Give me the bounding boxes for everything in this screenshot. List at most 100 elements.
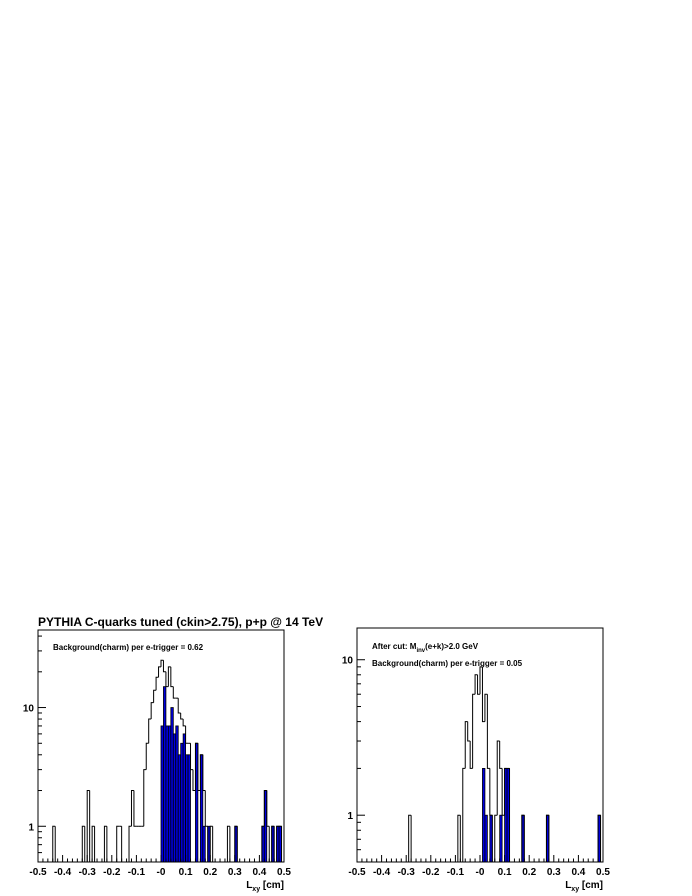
figure-title: PYTHIA C-quarks tuned (ckin>2.75), p+p @… xyxy=(38,615,323,629)
y-tick-label: 10 xyxy=(23,704,35,715)
x-tick-label: -0.2 xyxy=(103,867,121,878)
outline-bin xyxy=(177,698,181,714)
outline-bin xyxy=(204,790,208,827)
outline-bin xyxy=(52,825,56,862)
outline-bin xyxy=(484,693,488,722)
outline-bin xyxy=(209,825,213,862)
x-tick-label: 0.3 xyxy=(228,867,242,878)
outline-bin xyxy=(143,769,147,827)
x-tick-label: -0 xyxy=(476,867,485,878)
x-tick-label: -0 xyxy=(157,867,166,878)
cut-annotation-pre: After cut: M xyxy=(372,642,417,651)
outline-bin xyxy=(153,689,157,703)
outline-bin xyxy=(469,741,473,769)
x-axis-label: Lxy [cm] xyxy=(246,880,284,893)
outline-bin xyxy=(86,790,90,862)
x-tick-label: 0.5 xyxy=(596,867,610,878)
outline-bin xyxy=(486,694,490,769)
outline-bin xyxy=(266,790,270,827)
x-tick-label: 0.2 xyxy=(203,867,217,878)
y-tick-label: 1 xyxy=(28,822,34,833)
x-tick-label: 0.1 xyxy=(498,867,512,878)
outline-bin xyxy=(180,712,184,720)
outline-bin xyxy=(226,825,230,862)
outline-bin xyxy=(496,740,500,816)
charm-bar xyxy=(202,825,206,863)
outline-bin xyxy=(464,721,468,769)
cut-annotation-sub: inv xyxy=(416,648,425,654)
x-tick-label: 0.3 xyxy=(547,867,561,878)
outline-bin xyxy=(472,693,476,769)
x-axis-label-unit: [cm] xyxy=(579,880,603,891)
cut-annotation-post: (e+k)>2.0 GeV xyxy=(425,642,479,651)
x-tick-label: 0.1 xyxy=(179,867,193,878)
outline-bin xyxy=(128,825,132,862)
outline-bin xyxy=(190,743,193,771)
outline-bin xyxy=(192,769,196,792)
outline-bin xyxy=(103,825,107,862)
outline-bin xyxy=(160,659,164,667)
x-axis-label-sub: xy xyxy=(252,886,260,893)
x-axis-label-main: L xyxy=(565,880,571,891)
outline-bin xyxy=(479,666,483,695)
outline-bin xyxy=(276,825,280,862)
outline-bin xyxy=(150,702,154,720)
outline-bin xyxy=(91,825,95,862)
outline-bin xyxy=(155,676,159,691)
outline-bin xyxy=(202,754,206,792)
outline-bin xyxy=(185,725,189,744)
x-tick-label: -0.4 xyxy=(54,867,72,878)
outline-bin xyxy=(197,743,201,792)
outline-bin xyxy=(194,742,198,791)
outline-bin xyxy=(148,718,152,744)
x-tick-label: -0.4 xyxy=(373,867,391,878)
outline-bin xyxy=(130,790,134,827)
outline-bin xyxy=(165,671,169,688)
outline-bin xyxy=(481,666,485,723)
outline-bin xyxy=(158,666,161,678)
outline-bin xyxy=(467,721,471,742)
outline-bin xyxy=(81,825,85,862)
x-tick-label: 0.4 xyxy=(571,867,585,878)
outline-bin xyxy=(234,825,238,862)
right-histogram-panel: -0.5 -0.4 -0.3 -0.2 -0.1 -0 0.1 0.2 0.3 0.4 0.5 1 10… xyxy=(342,627,610,893)
y-tick-label: 1 xyxy=(347,811,353,822)
charm-bar xyxy=(484,814,488,863)
outline-bin xyxy=(162,660,166,673)
outline-bin xyxy=(474,674,478,695)
outline-bin xyxy=(116,825,120,862)
outline-bin xyxy=(499,741,503,769)
outline-bin xyxy=(182,719,186,727)
outline-bin xyxy=(597,814,601,862)
x-axis-label-unit: [cm] xyxy=(260,880,284,891)
outline-bin xyxy=(133,790,137,827)
outline-bin xyxy=(199,754,203,791)
x-tick-label: -0.2 xyxy=(422,867,440,878)
x-tick-label: -0.1 xyxy=(128,867,146,878)
x-axis-label: Lxy [cm] xyxy=(565,880,603,893)
outline-bin xyxy=(172,686,176,699)
outline-bin xyxy=(408,814,412,862)
outline-bin xyxy=(504,767,508,816)
x-tick-label: -0.1 xyxy=(447,867,465,878)
charm-bar xyxy=(187,754,191,863)
y-tick-label: 10 xyxy=(342,656,354,667)
outline-bin xyxy=(477,674,480,695)
x-tick-label: -0.3 xyxy=(79,867,97,878)
outline-bin xyxy=(167,666,171,687)
outline-bin xyxy=(494,814,498,862)
x-axis-label-sub: xy xyxy=(571,886,579,893)
outline-bin xyxy=(545,814,549,862)
charm-bar xyxy=(499,814,503,863)
background-annotation: Background(charm) per e-trigger = 0.05 xyxy=(372,659,523,668)
outline-bin xyxy=(145,742,149,770)
left-histogram-panel: -0.5 -0.4 -0.3 -0.2 -0.1 -0 0.1 0.2 0.3 0.4 0.5 1 10… xyxy=(23,629,291,893)
outline-bin xyxy=(261,825,265,862)
outline-bin xyxy=(489,768,493,816)
outline-bin xyxy=(271,825,275,862)
outline-bin xyxy=(521,814,525,862)
outline-bin xyxy=(501,768,505,816)
x-tick-label: 0.5 xyxy=(277,867,291,878)
x-tick-label: 0.4 xyxy=(252,867,266,878)
